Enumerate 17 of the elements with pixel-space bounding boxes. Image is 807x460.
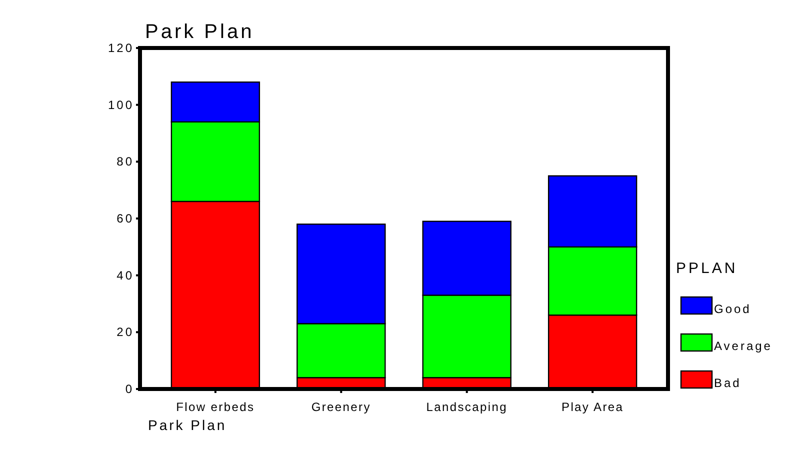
chart-title: Park Plan [145, 21, 254, 43]
y-tick-label: 20 [116, 325, 134, 340]
x-tick-label: Flow erbeds [176, 400, 255, 414]
legend-label: Good [714, 302, 752, 316]
y-tick-label: 60 [116, 212, 134, 226]
y-tick-label: 120 [108, 41, 134, 55]
y-tick-label: 80 [116, 154, 134, 169]
x-tick-label: Landscaping [426, 400, 508, 414]
y-tick-label: 0 [125, 382, 134, 396]
legend-label: Bad [714, 376, 742, 390]
x-tick-label: Play Area [561, 400, 624, 414]
x-tick-label: Greenery [311, 400, 371, 414]
y-tick-label: 100 [108, 98, 134, 112]
x-axis-title: Park Plan [148, 417, 227, 433]
legend-label: Average [714, 339, 772, 353]
y-tick-label: 40 [116, 268, 134, 282]
legend-title: PPLAN [676, 260, 738, 277]
